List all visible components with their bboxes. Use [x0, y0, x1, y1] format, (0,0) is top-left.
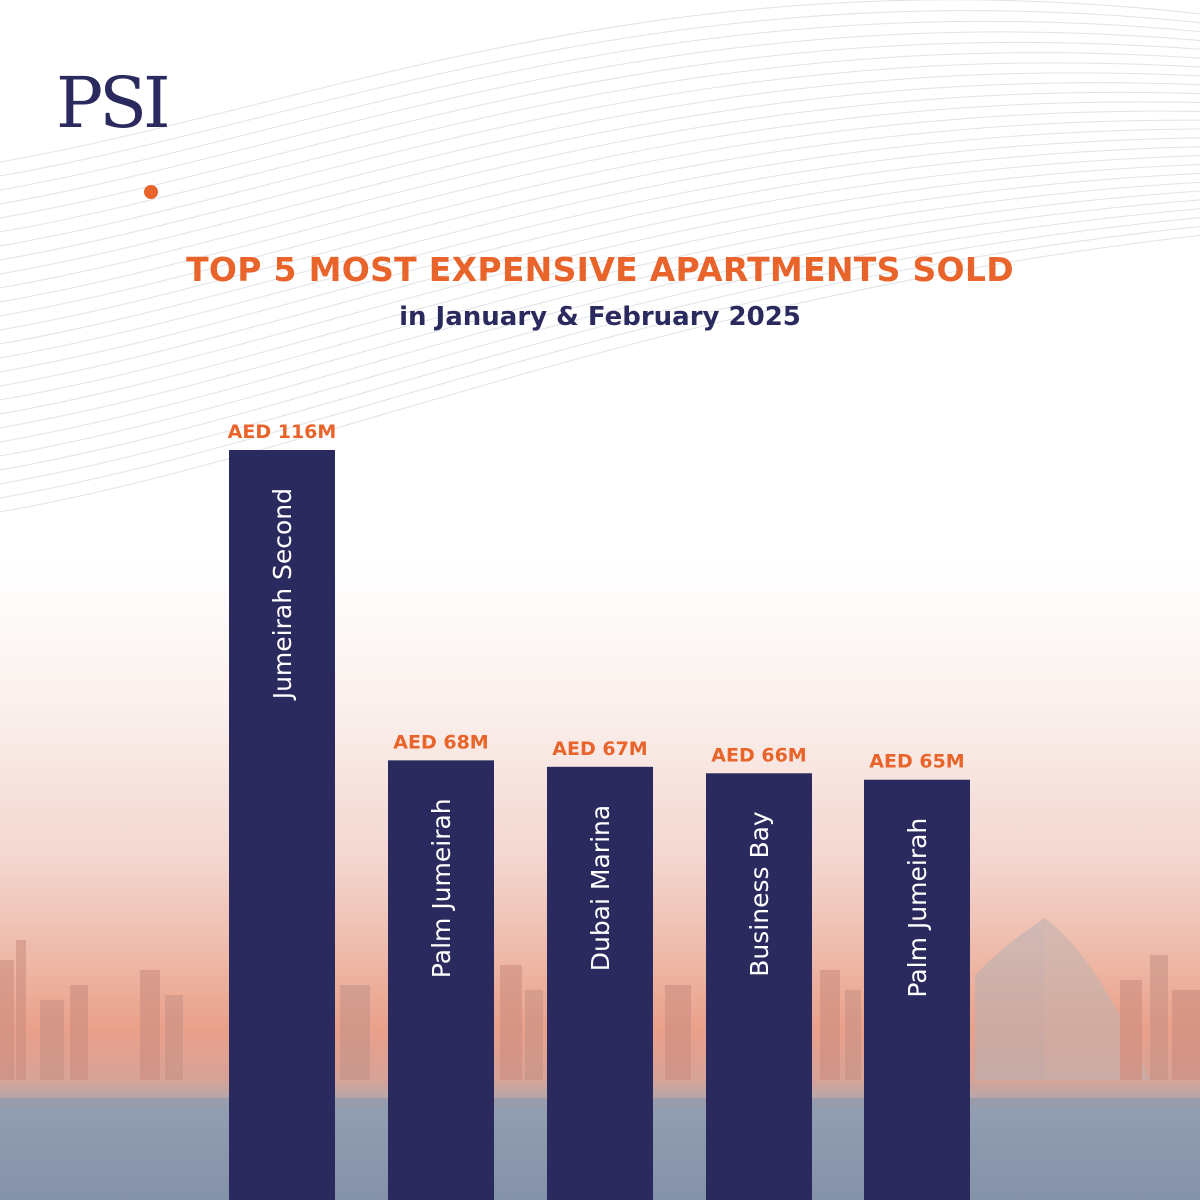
- chart-subtitle: in January & February 2025: [399, 302, 801, 332]
- value-label-4: AED 66M: [711, 744, 806, 766]
- category-label-2: Palm Jumeirah: [427, 798, 456, 978]
- category-label-3: Dubai Marina: [586, 805, 615, 971]
- psi-logo: PSI: [56, 60, 171, 199]
- category-label-4: Business Bay: [745, 811, 774, 977]
- chart-title: TOP 5 MOST EXPENSIVE APARTMENTS SOLD: [186, 250, 1014, 289]
- logo-wordmark: PSI: [56, 62, 171, 144]
- category-label-1: Jumeirah Second: [268, 488, 297, 701]
- bar-2: [388, 760, 494, 1200]
- bar-5: [864, 779, 970, 1200]
- category-label-5: Palm Jumeirah: [903, 818, 932, 998]
- value-label-3: AED 67M: [552, 738, 647, 760]
- value-label-1: AED 116M: [228, 421, 337, 443]
- city-skyline: [0, 918, 1200, 1080]
- bar-1: [229, 450, 335, 1200]
- bar-3: [547, 766, 653, 1200]
- value-label-5: AED 65M: [869, 751, 964, 773]
- bar-4: [706, 773, 812, 1200]
- logo-dot: [144, 185, 158, 199]
- value-label-2: AED 68M: [393, 731, 488, 753]
